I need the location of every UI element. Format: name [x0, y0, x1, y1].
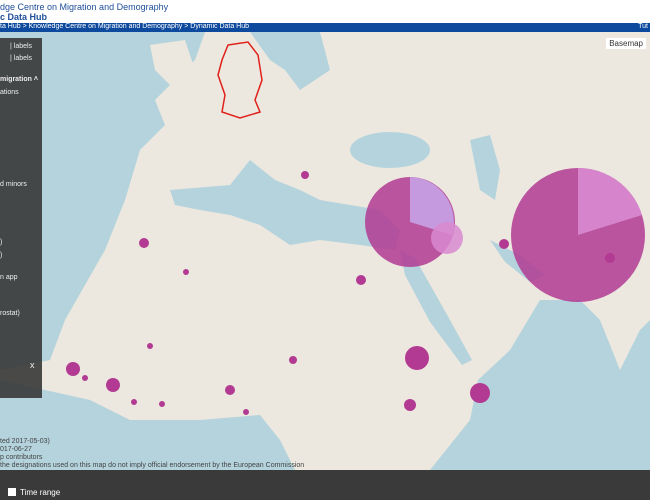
germany-outline — [217, 41, 263, 119]
header-subtitle: c Data Hub — [0, 12, 48, 22]
panel-item[interactable]: n app — [0, 274, 18, 281]
tutorial-link[interactable]: Tut — [638, 23, 648, 30]
footer-line: p contributors — [0, 454, 43, 461]
panel-item[interactable]: rostat) — [0, 310, 20, 317]
layer-panel: | labels | labels migration ˄ ations d m… — [0, 38, 42, 398]
time-range-label[interactable]: Time range — [20, 488, 61, 497]
panel-item[interactable]: ) — [0, 252, 3, 259]
time-range-checkbox[interactable] — [8, 488, 16, 496]
sea — [0, 32, 650, 470]
footer-line: 017-06-27 — [0, 446, 32, 453]
panel-item[interactable]: ) — [0, 239, 3, 246]
close-button[interactable]: x — [30, 360, 35, 370]
basemap-button[interactable]: Basemap — [606, 38, 646, 49]
footer-line: the designations used on this map do not… — [0, 462, 305, 469]
time-bar — [0, 470, 650, 500]
panel-item[interactable]: migration ˄ — [0, 76, 38, 83]
panel-item[interactable]: | labels — [10, 43, 33, 50]
header-title: dge Centre on Migration and Demography — [0, 2, 169, 12]
britain — [150, 40, 195, 110]
breadcrumb-bar — [0, 23, 650, 32]
breadcrumb[interactable]: ta Hub > Knowledge Centre on Migration a… — [0, 23, 250, 30]
footer-line: ted 2017-05-03) — [0, 438, 50, 445]
map[interactable] — [0, 32, 650, 470]
panel-item[interactable]: ations — [0, 89, 19, 96]
panel-item[interactable]: d minors — [0, 181, 27, 188]
panel-item[interactable]: | labels — [10, 55, 33, 62]
origin-pies — [66, 167, 645, 415]
